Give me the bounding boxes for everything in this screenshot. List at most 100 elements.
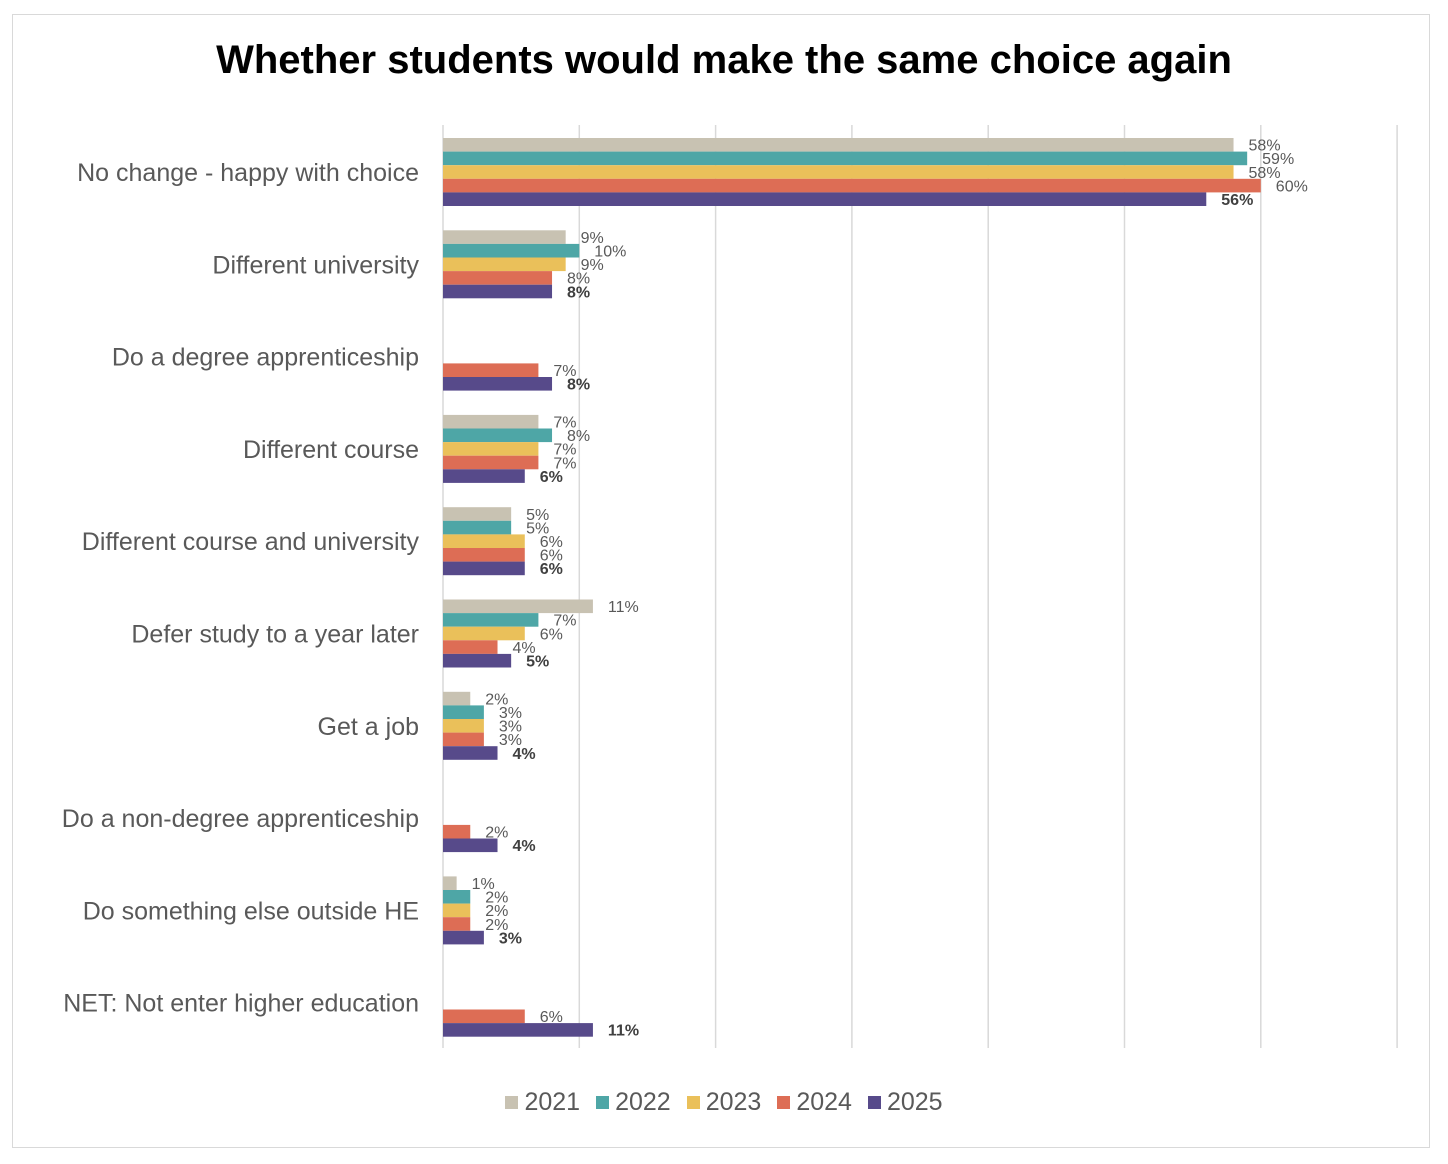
data-label-2025: 11%	[608, 1023, 639, 1040]
category-label: Get a job	[318, 713, 419, 741]
bar-2025	[443, 561, 525, 576]
category-label: Do a non-degree apprenticeship	[62, 805, 419, 833]
bar-2023	[443, 442, 539, 456]
data-label-2025: 5%	[526, 654, 549, 671]
bar-2024	[443, 732, 484, 747]
legend-swatch	[505, 1096, 519, 1109]
bar-2025	[443, 192, 1207, 206]
legend-swatch	[686, 1096, 700, 1109]
bar-2022	[443, 520, 512, 535]
legend-item-2022: 2022	[596, 1088, 671, 1117]
data-label-2023: 6%	[540, 626, 563, 643]
data-label-2025: 4%	[513, 746, 536, 763]
data-label-2024: 7%	[553, 455, 576, 472]
category-label: Defer study to a year later	[131, 621, 419, 649]
bar-2023	[443, 257, 566, 272]
bar-2024	[443, 640, 498, 654]
legend-label: 2025	[886, 1088, 943, 1116]
bar-2021	[443, 876, 457, 890]
bar-2021	[443, 138, 1234, 152]
bar-2024	[443, 178, 1261, 193]
data-label-2024: 7%	[553, 363, 576, 380]
legend-swatch	[777, 1096, 791, 1109]
bar-2025	[443, 1023, 593, 1037]
legend-label: 2024	[796, 1088, 852, 1116]
bar-2022	[443, 705, 484, 719]
data-label-2025: 8%	[567, 284, 590, 301]
bar-2021	[443, 507, 512, 521]
bar-2021	[443, 691, 471, 706]
bar-2024	[443, 1009, 525, 1024]
category-label: Do a degree apprenticeship	[112, 344, 419, 372]
data-label-2025: 3%	[499, 930, 522, 947]
bar-2024	[443, 548, 525, 562]
bar-2023	[443, 165, 1234, 179]
data-label-2022: 3%	[499, 705, 522, 722]
data-label-2023: 9%	[581, 257, 604, 274]
data-label-2022: 5%	[526, 520, 549, 537]
legend-label: 2022	[615, 1088, 671, 1116]
data-label-2024: 3%	[499, 732, 522, 749]
data-label-2022: 59%	[1262, 151, 1294, 168]
legend-item-2021: 2021	[505, 1088, 580, 1117]
data-label-2021: 58%	[1249, 138, 1281, 155]
data-label-2023: 6%	[540, 534, 563, 551]
bar-2025	[443, 653, 512, 668]
bar-2023	[443, 534, 525, 548]
bar-2025	[443, 284, 553, 299]
data-label-2021: 9%	[581, 230, 604, 247]
bar-2024	[443, 363, 539, 377]
bar-2025	[443, 838, 498, 853]
bar-2024	[443, 455, 539, 470]
bar-2024	[443, 824, 471, 839]
data-label-2021: 1%	[472, 876, 495, 893]
legend-item-2023: 2023	[686, 1088, 762, 1117]
data-label-2024: 4%	[513, 640, 536, 657]
data-label-2024: 6%	[540, 548, 563, 565]
bar-2025	[443, 469, 525, 483]
data-label-2021: 5%	[526, 507, 549, 524]
bar-2022	[443, 151, 1248, 166]
data-label-2025: 6%	[540, 469, 563, 486]
data-label-2025: 6%	[540, 561, 563, 578]
data-label-2024: 2%	[485, 825, 508, 842]
category-label: Do something else outside HE	[83, 897, 419, 925]
data-label-2022: 8%	[567, 428, 590, 445]
data-label-2025: 56%	[1221, 192, 1253, 209]
legend-swatch	[867, 1096, 881, 1109]
category-label: Different course and university	[82, 528, 420, 556]
chart-title: Whether students would make the same cho…	[216, 38, 1232, 82]
legend-label: 2023	[705, 1088, 762, 1116]
bar-2025	[443, 746, 498, 760]
data-label-2023: 2%	[485, 903, 508, 920]
data-label-2022: 7%	[553, 613, 576, 630]
category-label: Different university	[212, 251, 419, 279]
data-label-2022: 2%	[485, 890, 508, 907]
category-label: NET: Not enter higher education	[63, 990, 419, 1018]
legend-label: 2021	[524, 1088, 581, 1116]
bar-2021	[443, 599, 593, 614]
bar-2022	[443, 243, 580, 258]
category-label: No change - happy with choice	[77, 159, 419, 187]
data-label-2024: 60%	[1276, 178, 1308, 195]
category-label: Different course	[243, 436, 419, 464]
data-label-2024: 6%	[540, 1009, 563, 1026]
bar-2024	[443, 917, 471, 931]
bar-2024	[443, 271, 553, 285]
legend-item-2025: 2025	[867, 1088, 943, 1117]
data-label-2024: 2%	[485, 917, 508, 934]
bar-2022	[443, 613, 539, 627]
bar-2022	[443, 890, 471, 904]
data-label-2021: 7%	[553, 415, 576, 432]
bar-2023	[443, 903, 471, 918]
data-label-2023: 58%	[1249, 165, 1281, 182]
bar-2025	[443, 377, 553, 391]
data-label-2022: 10%	[594, 244, 626, 261]
legend-item-2024: 2024	[777, 1088, 852, 1117]
bar-2023	[443, 626, 525, 641]
bar-2021	[443, 414, 539, 429]
data-label-2023: 3%	[499, 719, 522, 736]
chart-legend: 2021 2022 2023 2024 2025	[0, 1088, 1448, 1117]
data-label-2021: 11%	[608, 599, 639, 616]
